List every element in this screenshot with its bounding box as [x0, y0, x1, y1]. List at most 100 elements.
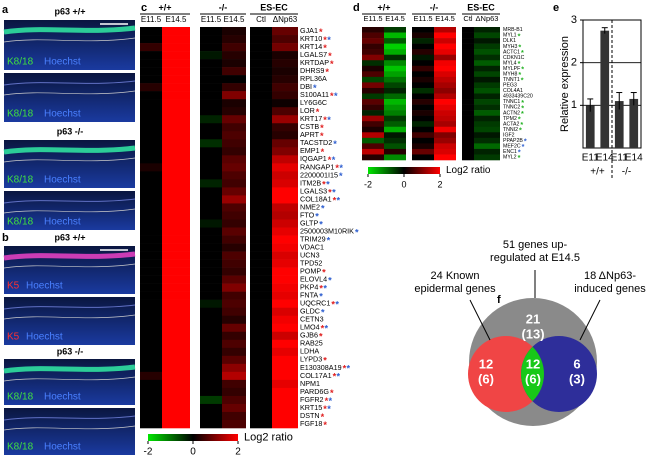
gene-label: LOR	[300, 106, 315, 115]
heatmap-cell	[140, 259, 162, 268]
heatmap-cell	[222, 395, 246, 405]
heatmap-cell	[140, 243, 162, 252]
heatmap-cell	[462, 148, 474, 155]
heatmap-cell	[140, 59, 162, 68]
heatmap-cell	[140, 163, 162, 172]
heatmap-cell	[140, 155, 162, 164]
gene-label: COL17A1	[300, 371, 332, 380]
heatmap-cell	[162, 131, 190, 140]
heatmap-cell	[362, 43, 384, 50]
heatmap-cell	[200, 211, 222, 220]
gene-star: *	[334, 91, 338, 101]
heatmap-cell	[200, 347, 222, 357]
heatmap-cell	[434, 121, 456, 128]
heatmap-cell	[222, 35, 246, 44]
venn-count: 6	[573, 356, 580, 371]
heatmap-cell	[272, 283, 298, 292]
heatmap-cell	[250, 67, 272, 76]
gene-label: KRT15	[300, 403, 322, 412]
heatmap-cell	[222, 227, 246, 236]
heatmap-cell	[474, 99, 500, 105]
heatmap-cell	[272, 307, 298, 317]
heatmap-cell	[272, 147, 298, 156]
heatmap-cell	[250, 35, 272, 44]
heatmap-cell	[222, 83, 246, 92]
gene-star: *	[327, 235, 331, 245]
heatmap-cell	[140, 187, 162, 196]
heatmap-cell	[250, 363, 272, 373]
heatmap-cell	[412, 132, 434, 139]
heatmap-cell	[222, 307, 246, 317]
gene-label: KRT10	[300, 34, 322, 43]
heatmap-cell	[200, 227, 222, 236]
gene-label: GJB6	[300, 331, 318, 340]
heatmap-cell	[474, 27, 500, 33]
venn-label: 18 ΔNp63-	[584, 270, 636, 282]
heatmap-cell	[222, 115, 246, 124]
x-tick-label: E14	[596, 153, 614, 164]
panel-letter: a	[2, 4, 9, 16]
heatmap-cell	[384, 132, 406, 139]
heatmap-cell	[384, 93, 406, 100]
heatmap-cell	[250, 179, 272, 188]
heatmap-cell	[140, 43, 162, 52]
gene-star: *	[335, 300, 339, 310]
heatmap-cell	[250, 315, 272, 325]
heatmap-cell	[384, 87, 406, 94]
heatmap-cell	[272, 91, 298, 100]
heatmap-cell	[162, 403, 190, 413]
heatmap-cell	[250, 251, 272, 260]
heatmap-cell	[412, 99, 434, 105]
heatmap-cell	[200, 131, 222, 140]
heatmap-cell	[140, 51, 162, 60]
gene-label: LDHA	[300, 347, 319, 356]
heatmap-cell	[200, 115, 222, 124]
y-tick-label: 1	[571, 99, 577, 111]
heatmap-cell	[162, 283, 190, 292]
gene-star: *	[518, 31, 521, 40]
gene-label: UCN3	[300, 250, 320, 259]
heatmap-cell	[434, 32, 456, 39]
heatmap-cell	[272, 299, 298, 308]
gene-star: *	[333, 372, 337, 382]
genotype-label: p63 -/-	[57, 126, 84, 136]
heatmap-cell	[162, 115, 190, 124]
heatmap-cell	[362, 121, 384, 128]
panel-letter: e	[553, 2, 559, 14]
gene-star: *	[327, 115, 331, 125]
heatmap-cell	[462, 104, 474, 111]
gene-star: *	[323, 404, 327, 414]
heatmap-cell	[462, 143, 474, 150]
heatmap-cell	[474, 87, 500, 94]
gene-label: DLK1	[503, 38, 516, 44]
heatmap-cell	[162, 299, 190, 308]
bar	[585, 105, 595, 148]
gene-label: MYH3	[503, 44, 518, 50]
gene-star: *	[333, 195, 337, 205]
heatmap-cell	[462, 121, 474, 128]
gene-label: GLDC	[300, 307, 320, 316]
heatmap-cell	[140, 379, 162, 389]
heatmap-cell	[200, 195, 222, 204]
heatmap-cell	[162, 27, 190, 36]
gene-label: MEF2C	[503, 144, 521, 150]
heatmap-cell	[412, 154, 434, 161]
heatmap-cell	[250, 131, 272, 140]
gene-star: *	[518, 70, 521, 79]
heatmap-cell	[272, 275, 298, 284]
heatmap-cell	[222, 91, 246, 100]
heatmap-cell	[362, 132, 384, 139]
heatmap-cell	[434, 76, 456, 83]
heatmap-cell	[362, 54, 384, 61]
heatmap-cell	[272, 107, 298, 116]
heatmap-cell	[384, 143, 406, 150]
gene-label: GJA1	[300, 26, 318, 35]
gene-label: TNNC1	[503, 99, 520, 105]
heatmap-cell	[462, 126, 474, 133]
gene-label: LGALS7	[300, 50, 327, 59]
heatmap-cell	[250, 115, 272, 124]
heatmap-cell	[162, 387, 190, 397]
heatmap-cell	[222, 211, 246, 220]
heatmap-cell	[250, 291, 272, 300]
heatmap-cell	[250, 243, 272, 252]
